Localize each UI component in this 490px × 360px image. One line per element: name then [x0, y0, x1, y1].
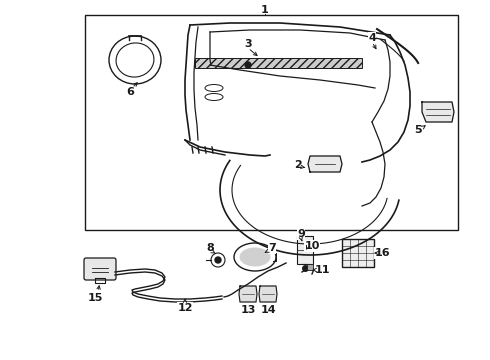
Text: 5: 5	[414, 125, 422, 135]
Text: 16: 16	[374, 248, 390, 258]
Ellipse shape	[240, 248, 270, 266]
Polygon shape	[239, 286, 257, 302]
Text: 13: 13	[240, 305, 256, 315]
Circle shape	[245, 62, 251, 68]
FancyBboxPatch shape	[84, 258, 116, 280]
Text: 14: 14	[260, 305, 276, 315]
Text: 8: 8	[206, 243, 214, 253]
Text: 4: 4	[368, 33, 376, 43]
Bar	[342, 239, 374, 267]
Text: 1: 1	[261, 5, 269, 15]
Text: 9: 9	[297, 229, 305, 239]
Polygon shape	[259, 286, 277, 302]
Text: 7: 7	[268, 243, 276, 253]
Polygon shape	[308, 156, 342, 172]
Text: 12: 12	[177, 303, 193, 313]
Text: 6: 6	[126, 87, 134, 97]
Text: 15: 15	[87, 293, 103, 303]
Text: 11: 11	[314, 265, 330, 275]
Polygon shape	[422, 102, 454, 122]
Circle shape	[215, 257, 221, 263]
Text: 2: 2	[294, 160, 302, 170]
Text: 3: 3	[244, 39, 252, 49]
Text: 10: 10	[304, 241, 319, 251]
Bar	[85, 15, 458, 230]
Bar	[195, 58, 362, 68]
Bar	[297, 236, 313, 264]
